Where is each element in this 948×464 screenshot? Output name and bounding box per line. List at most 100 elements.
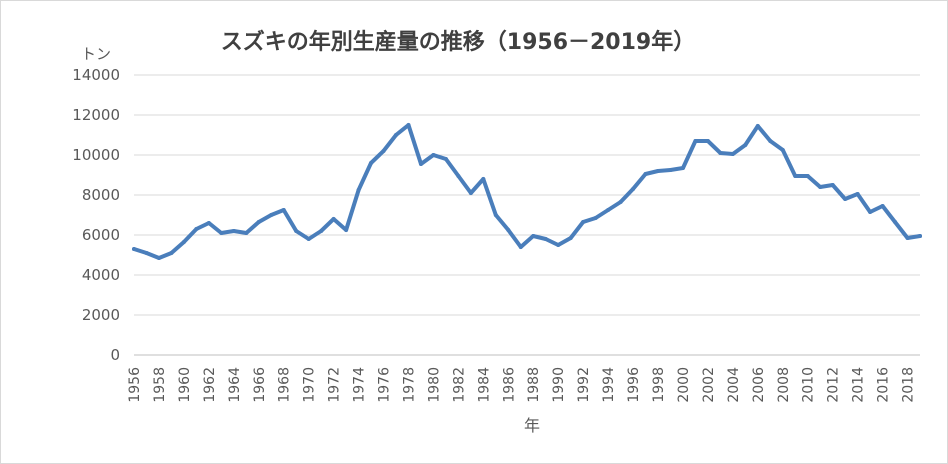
y-tick-label: 0 [110, 346, 120, 364]
x-tick-label: 2012 [826, 367, 842, 403]
data-point [880, 204, 885, 208]
x-tick-label: 2016 [876, 367, 892, 403]
data-point [718, 151, 723, 155]
data-point [543, 237, 548, 241]
x-tick-label: 1976 [377, 367, 393, 403]
x-tick-label: 1982 [451, 367, 467, 403]
data-point [219, 231, 224, 235]
data-point [156, 256, 161, 260]
data-point [768, 139, 773, 143]
chart-title: スズキの年別生産量の推移（1956－2019年） [221, 29, 695, 55]
x-tick-label: 1996 [626, 367, 642, 403]
data-point [344, 228, 349, 232]
data-point [294, 229, 299, 233]
x-tick-label: 1960 [177, 367, 193, 403]
data-point [855, 192, 860, 196]
data-point [481, 177, 486, 181]
series-layer [132, 123, 922, 260]
x-tick-label: 1958 [152, 367, 168, 403]
data-point [905, 236, 910, 240]
x-tick-label: 1966 [252, 367, 268, 403]
data-point [618, 200, 623, 204]
data-point [269, 213, 274, 217]
x-tick-label: 1980 [426, 367, 442, 403]
x-axis-ticks: 1956 1958 1960 1962 1964 1966 1968 1970 1972 1974… [127, 367, 917, 403]
gridlines [134, 74, 920, 356]
x-tick-label: 1994 [601, 367, 617, 403]
y-tick-label: 14000 [72, 66, 120, 84]
series-line [132, 123, 922, 260]
x-tick-label: 1964 [227, 367, 243, 403]
data-point [169, 251, 174, 255]
data-point [668, 168, 673, 172]
data-point [918, 234, 922, 238]
x-tick-label: 2000 [676, 367, 692, 403]
x-axis-label: 年 [524, 416, 540, 435]
data-point [656, 169, 660, 173]
data-point [780, 148, 785, 152]
x-tick-label: 2008 [776, 367, 792, 403]
data-point [418, 162, 423, 166]
y-tick-label: 4000 [82, 266, 120, 284]
data-point [680, 166, 685, 170]
x-tick-label: 2018 [901, 367, 917, 403]
data-point [256, 220, 261, 224]
y-tick-label: 12000 [72, 106, 120, 124]
y-tick-label: 8000 [82, 186, 120, 204]
data-point [144, 251, 149, 255]
x-tick-label: 1986 [501, 367, 517, 403]
data-point [593, 216, 598, 220]
data-point [206, 221, 211, 225]
data-point [356, 188, 361, 192]
data-point [730, 152, 735, 156]
data-point [493, 213, 498, 217]
data-point [506, 228, 511, 232]
data-point [793, 174, 798, 178]
data-point [306, 237, 311, 241]
x-tick-label: 2004 [726, 367, 742, 403]
x-tick-label: 1974 [352, 367, 368, 403]
x-tick-label: 1972 [327, 367, 343, 403]
data-point [818, 185, 823, 189]
data-point [231, 229, 236, 233]
data-point [606, 208, 611, 212]
y-tick-label: 2000 [82, 306, 120, 324]
y-axis-ticks: 0 2000 4000 6000 8000 10000 12000 14000 [72, 66, 120, 364]
x-tick-label: 2002 [701, 367, 717, 403]
data-point [705, 139, 710, 143]
x-tick-label: 1970 [302, 367, 318, 403]
data-point [693, 139, 698, 143]
data-point [830, 183, 835, 187]
x-tick-label: 1956 [127, 367, 143, 403]
data-point [643, 172, 648, 176]
data-point [394, 133, 398, 137]
x-tick-label: 2014 [851, 367, 867, 403]
data-point [531, 234, 536, 238]
x-tick-label: 1978 [401, 367, 417, 403]
data-point [556, 243, 561, 247]
y-tick-label: 6000 [82, 226, 120, 244]
x-tick-label: 1984 [476, 367, 492, 403]
x-tick-label: 1968 [277, 367, 293, 403]
data-point [132, 247, 136, 251]
data-point [443, 157, 448, 161]
data-point [581, 220, 586, 224]
x-tick-label: 1988 [526, 367, 542, 403]
data-point [893, 220, 898, 224]
data-point [468, 191, 473, 195]
data-point [194, 227, 199, 231]
data-point [456, 174, 461, 178]
data-point [755, 124, 760, 128]
x-tick-label: 2010 [801, 367, 817, 403]
x-tick-label: 2006 [751, 367, 767, 403]
data-point [244, 231, 249, 235]
data-point [319, 229, 324, 233]
data-point [181, 240, 186, 244]
data-point [843, 197, 848, 201]
data-point [369, 161, 374, 165]
data-point [406, 123, 411, 127]
unit-label: トン [81, 45, 111, 63]
data-point [331, 217, 336, 221]
data-point [743, 143, 748, 147]
x-tick-label: 1998 [651, 367, 667, 403]
